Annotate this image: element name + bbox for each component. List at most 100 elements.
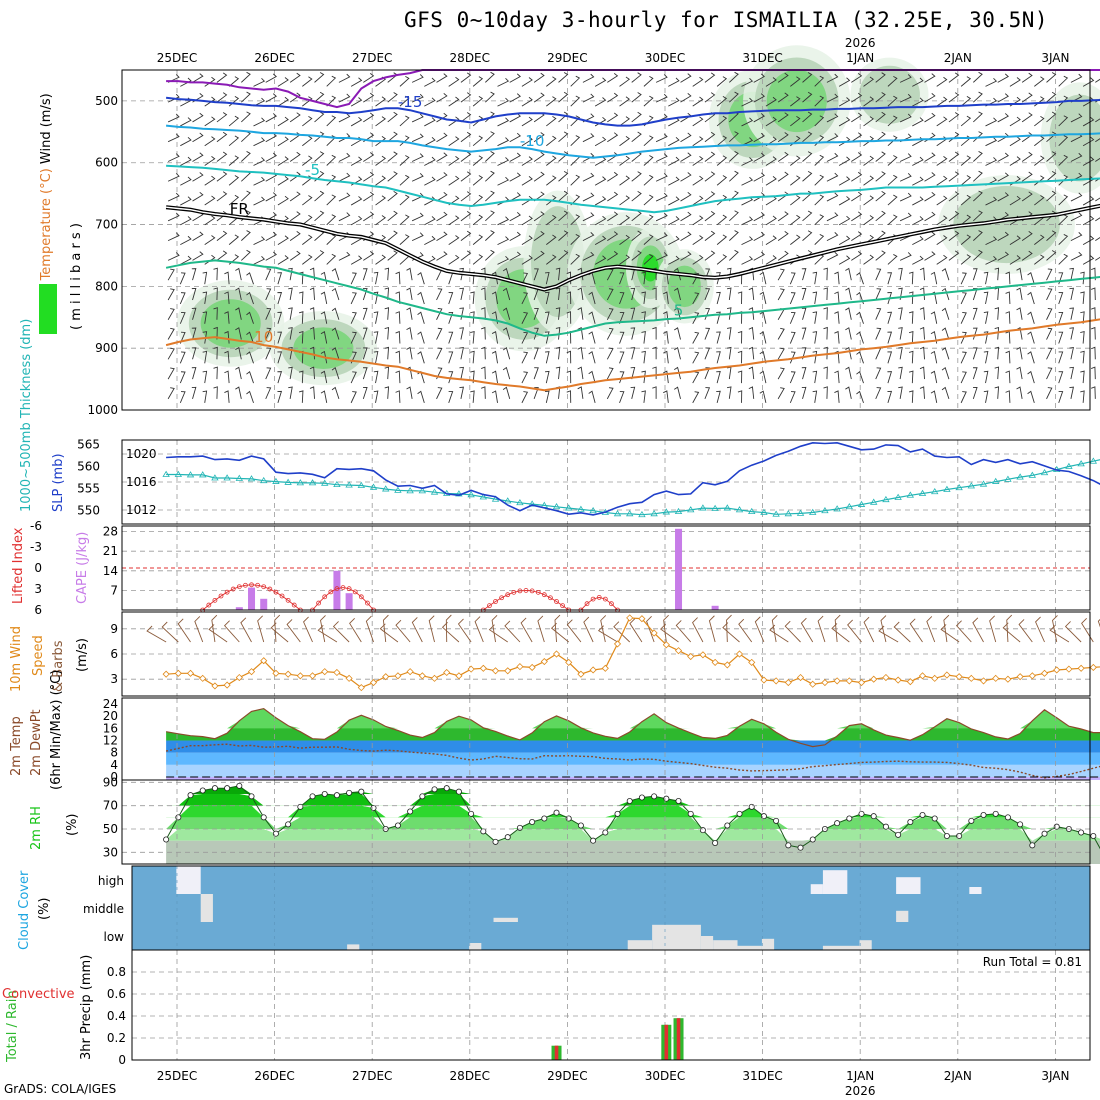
wind10m-barb [270, 622, 289, 643]
wind-barb [253, 77, 266, 87]
wind10m-speed-point [467, 665, 475, 673]
thickness-point [345, 481, 353, 488]
wind10m-barb [834, 614, 841, 643]
wind-barb [1070, 152, 1083, 162]
bottom-date-label: 25DEC [157, 1069, 197, 1083]
wind-barb [582, 192, 595, 202]
wind-barb [716, 76, 728, 87]
wind-barb [373, 271, 379, 285]
thickness-point [857, 500, 866, 507]
wind-barb [582, 232, 595, 242]
wind-barb [607, 92, 619, 103]
wind-barb [668, 235, 680, 246]
wind10m-speed-point [882, 673, 890, 682]
wind-barb [802, 151, 813, 162]
thickness-point [772, 510, 780, 517]
wind-barb [643, 254, 654, 265]
wind-barb [692, 156, 704, 166]
wind-barb [594, 255, 607, 265]
wind-barb [674, 267, 681, 281]
wind-barb [577, 346, 584, 360]
wind-barb [875, 250, 886, 261]
wind-barb [502, 347, 511, 360]
wind-barb [558, 190, 569, 202]
wind-barb [246, 291, 254, 305]
wind-barb [908, 390, 914, 403]
wind10m-speed-point [430, 674, 439, 682]
wind-barb [1058, 371, 1064, 384]
wind-barb [845, 287, 852, 301]
temp-tick-label: 24 [103, 697, 118, 711]
wind-barb [497, 176, 510, 186]
wind-barb [607, 112, 619, 123]
wind-barb [395, 350, 401, 364]
wind-barb [716, 135, 728, 147]
wind-barb [777, 112, 789, 123]
wind-barb [887, 194, 898, 206]
cloud-cell [469, 943, 482, 950]
wind-barb [985, 137, 998, 147]
wind-barb [521, 391, 529, 404]
wind-barb [497, 196, 510, 206]
wind-barb [997, 93, 1009, 103]
wind-barb [277, 272, 283, 285]
wind-barb [834, 390, 840, 403]
wind-barb [228, 155, 240, 166]
wind-barb [1090, 366, 1096, 380]
wind-barb [607, 231, 619, 241]
wind-barb [692, 331, 700, 344]
wind-barb [777, 171, 789, 182]
wind-barb [204, 116, 216, 127]
wind-barb [558, 151, 569, 162]
wind-barb [777, 151, 789, 162]
wind-barb [497, 117, 510, 127]
wind-barb [908, 311, 914, 324]
wind-barb [216, 72, 228, 83]
wind-barb [241, 249, 251, 261]
wind-barb [228, 76, 240, 87]
cape-li-frame [121, 525, 1091, 611]
wind-barb [680, 73, 692, 83]
upper-air-ylabel-part: Temperature (°C) [39, 164, 54, 281]
wind-barb [1058, 351, 1064, 364]
wind-barb [546, 175, 557, 186]
wind-barb [941, 347, 950, 360]
wind-barb [375, 215, 387, 226]
thickness-point [467, 491, 475, 498]
wind-barb [1046, 111, 1057, 123]
li-point [224, 589, 230, 595]
wind10m-speed-point [394, 672, 402, 680]
wind10m-barb [738, 618, 753, 643]
wind-barb [302, 135, 313, 147]
wind-barb [619, 155, 631, 166]
li-point [267, 586, 273, 592]
wind-barb [399, 174, 410, 186]
thickness-point [321, 479, 329, 486]
wind-barb [533, 327, 539, 340]
wind-barb [834, 370, 840, 384]
wind-barb [765, 96, 777, 107]
wind-barb [350, 391, 357, 404]
wind-barb [375, 254, 387, 265]
thickness-point [479, 493, 488, 500]
wind-barb [845, 267, 852, 281]
wind-barb [801, 287, 807, 301]
wind-barb [521, 255, 533, 265]
wind-barb [472, 194, 484, 206]
wind-barb [875, 307, 882, 320]
wind-barb [619, 391, 625, 404]
cloud-cell [896, 910, 909, 922]
wind-barb [202, 291, 208, 305]
thickness-point [1065, 462, 1073, 469]
wind-barb [655, 133, 668, 143]
freezing-level-inner [166, 205, 1100, 291]
li-tick-label: 0 [34, 561, 42, 575]
wind-barb [704, 387, 711, 400]
wind-barb [1021, 171, 1033, 182]
wind-barb [309, 386, 315, 399]
cape-tick-label: 7 [110, 583, 118, 597]
wind-barb [983, 271, 989, 285]
wind-barb [253, 137, 266, 147]
wind-barb [179, 351, 186, 364]
wind10m-barb [972, 617, 984, 643]
